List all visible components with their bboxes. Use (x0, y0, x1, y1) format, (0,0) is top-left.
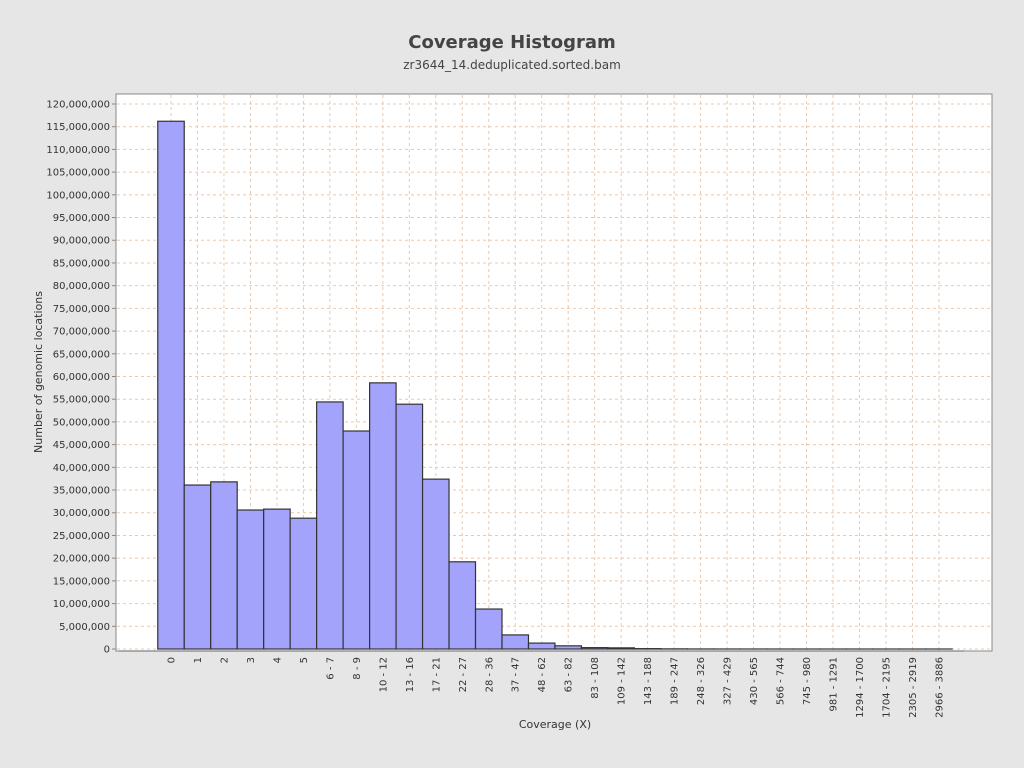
x-tick-label: 3 (246, 657, 257, 663)
y-tick-label: 45,000,000 (53, 440, 110, 451)
x-tick-label: 327 - 429 (723, 657, 734, 705)
y-tick-label: 65,000,000 (53, 349, 110, 360)
y-tick-label: 5,000,000 (59, 622, 110, 633)
y-tick-label: 90,000,000 (53, 236, 110, 247)
x-tick-label: 48 - 62 (537, 657, 548, 692)
bar (289, 517, 318, 650)
x-tick-label: 2 (219, 657, 230, 663)
y-tick-label: 110,000,000 (46, 145, 110, 156)
bar (580, 647, 609, 650)
y-tick-label: 70,000,000 (53, 327, 110, 338)
x-tick-label: 37 - 47 (511, 657, 522, 692)
x-tick-label: 109 - 142 (617, 657, 628, 705)
y-axis-title: Number of genomic locations (32, 291, 45, 453)
x-tick-label: 22 - 27 (458, 657, 469, 692)
bar (369, 382, 397, 650)
y-tick-label: 55,000,000 (53, 395, 110, 406)
y-tick-label: 40,000,000 (53, 463, 110, 474)
y-tick-label: 75,000,000 (53, 304, 110, 315)
x-tick-label: 83 - 108 (590, 657, 601, 699)
x-tick-label: 189 - 247 (670, 657, 681, 705)
y-tick-label: 105,000,000 (46, 168, 110, 179)
y-tick-label: 50,000,000 (53, 417, 110, 428)
y-tick-label: 120,000,000 (46, 99, 110, 110)
bar (607, 647, 635, 650)
bar (448, 561, 477, 650)
x-tick-label: 13 - 16 (405, 657, 416, 692)
y-tick-label: 80,000,000 (53, 281, 110, 292)
x-tick-label: 8 - 9 (352, 657, 363, 680)
y-tick-label: 30,000,000 (53, 508, 110, 519)
x-tick-label: 4 (272, 657, 283, 663)
x-tick-label: 745 - 980 (802, 657, 813, 705)
x-tick-label: 981 - 1291 (829, 657, 840, 712)
bar (474, 608, 503, 650)
x-tick-label: 1704 - 2195 (881, 657, 892, 718)
y-tick-label: 25,000,000 (53, 531, 110, 542)
x-tick-label: 1 (193, 657, 204, 663)
y-tick-label: 15,000,000 (53, 576, 110, 587)
x-tick-label: 430 - 565 (749, 657, 760, 705)
x-tick-label: 17 - 21 (431, 657, 442, 692)
x-tick-label: 28 - 36 (484, 657, 495, 692)
chart-title: Coverage Histogram (408, 32, 615, 53)
y-tick-label: 35,000,000 (53, 486, 110, 497)
bar (157, 120, 185, 650)
y-tick-label: 0 (104, 645, 110, 656)
x-tick-label: 6 - 7 (325, 657, 336, 680)
x-tick-label: 2305 - 2919 (908, 657, 919, 718)
y-tick-label: 115,000,000 (46, 122, 110, 133)
bar (210, 481, 238, 650)
bar (342, 430, 371, 650)
x-tick-label: 0 (167, 657, 178, 663)
bar (236, 509, 265, 650)
x-tick-label: 1294 - 1700 (855, 657, 866, 718)
y-tick-label: 85,000,000 (53, 258, 110, 269)
y-tick-label: 10,000,000 (53, 599, 110, 610)
bar (421, 478, 450, 650)
chart-subtitle: zr3644_14.deduplicated.sorted.bam (403, 58, 621, 72)
y-tick-label: 100,000,000 (46, 190, 110, 201)
bar (527, 642, 556, 650)
x-tick-label: 566 - 744 (776, 657, 787, 705)
x-tick-label: 248 - 326 (696, 657, 707, 705)
x-tick-label: 143 - 188 (643, 657, 654, 705)
x-axis-title: Coverage (X) (519, 718, 591, 731)
y-tick-label: 95,000,000 (53, 213, 110, 224)
bar (183, 484, 212, 650)
bar (263, 508, 291, 650)
y-tick-label: 20,000,000 (53, 554, 110, 565)
bar (554, 645, 583, 650)
x-tick-label: 5 (299, 657, 310, 663)
y-tick-label: 60,000,000 (53, 372, 110, 383)
bar (395, 403, 424, 650)
x-tick-label: 10 - 12 (378, 657, 389, 692)
x-tick-label: 2966 - 3886 (934, 657, 945, 718)
bar (501, 634, 530, 650)
bar (316, 401, 344, 650)
x-tick-label: 63 - 82 (564, 657, 575, 692)
